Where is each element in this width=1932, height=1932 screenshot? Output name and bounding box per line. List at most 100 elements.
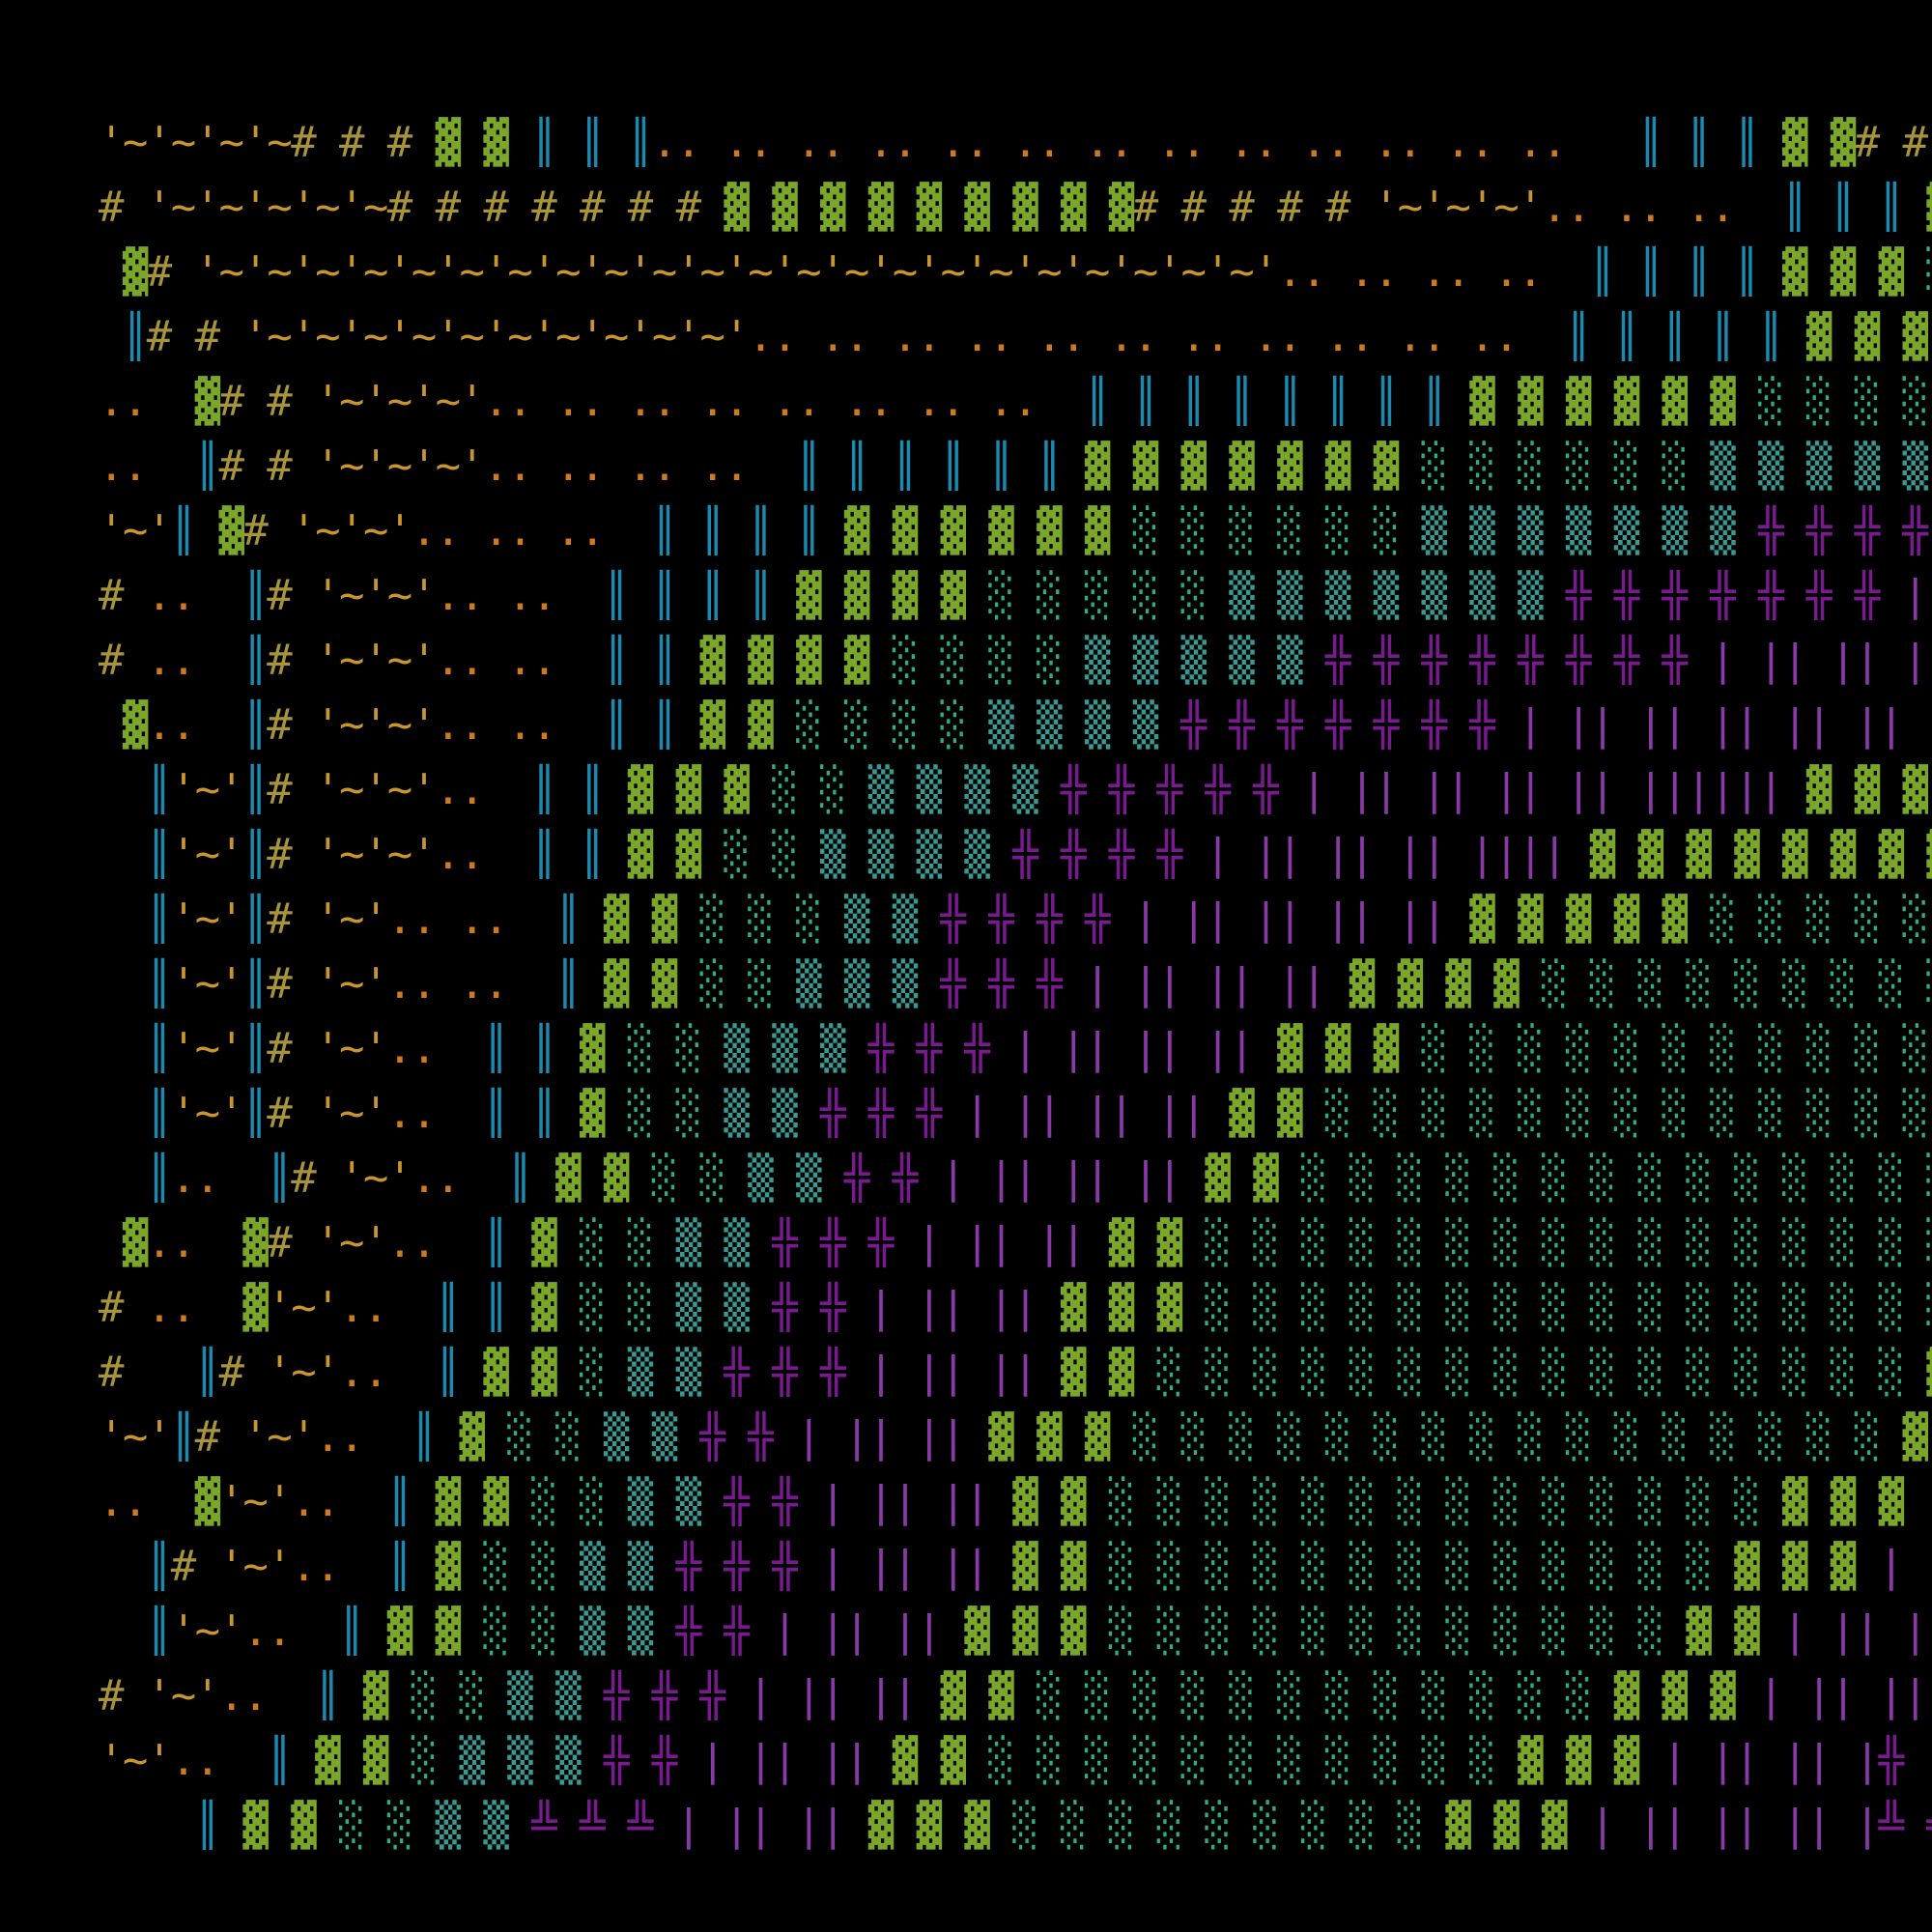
glyph: | <box>1085 1089 1111 1138</box>
glyph <box>99 1024 125 1073</box>
glyph <box>1590 1089 1616 1138</box>
glyph: ░ <box>1734 958 1760 1009</box>
glyph <box>1253 700 1279 750</box>
glyph: . <box>412 1153 438 1203</box>
glyph: ╩ <box>579 1799 606 1850</box>
glyph: . <box>1205 312 1231 361</box>
glyph: ╬ <box>1854 569 1881 621</box>
glyph <box>1133 1218 1159 1267</box>
glyph <box>436 1218 462 1267</box>
glyph <box>917 959 943 1009</box>
glyph <box>1855 1153 1881 1203</box>
glyph: ▓ <box>483 1476 509 1526</box>
glyph: ░ <box>772 764 798 814</box>
glyph: | <box>1277 895 1303 944</box>
glyph <box>1181 1283 1208 1332</box>
glyph: # <box>99 1671 125 1720</box>
glyph <box>531 377 557 426</box>
glyph: ░ <box>1855 1411 1881 1462</box>
glyph <box>1374 1801 1400 1850</box>
glyph <box>1205 441 1231 491</box>
glyph: ~ <box>507 247 533 297</box>
glyph: ▓ <box>1831 246 1857 297</box>
glyph: . <box>171 1736 197 1785</box>
glyph <box>1926 765 1932 814</box>
glyph <box>1590 183 1616 232</box>
glyph: ║ <box>123 310 148 361</box>
glyph <box>555 1218 582 1267</box>
glyph: ▓ <box>1518 376 1544 426</box>
glyph: | <box>1157 1024 1183 1073</box>
glyph <box>1614 1218 1640 1267</box>
glyph: ▓ <box>1734 1605 1760 1656</box>
glyph: ' <box>315 441 341 491</box>
glyph: ~ <box>387 700 413 750</box>
screen-row: ║ ▓ ▓ ░ ░ ▒ ▒ ╩ ╩ ╩ | || || ▓ ▓ ▓ ░ ░ ░ … <box>99 1799 1932 1850</box>
glyph: ▒ <box>724 1022 750 1073</box>
glyph: ║ <box>652 569 678 620</box>
glyph: ░ <box>893 635 919 685</box>
glyph <box>1710 1542 1736 1591</box>
glyph: . <box>339 1348 365 1397</box>
glyph: ~ <box>219 118 245 167</box>
glyph: ╬ <box>771 1216 798 1268</box>
glyph: . <box>412 506 438 555</box>
glyph: ~ <box>460 312 486 361</box>
glyph: # <box>1181 183 1208 232</box>
glyph <box>339 1736 365 1785</box>
glyph <box>1855 830 1881 879</box>
glyph <box>1903 1801 1929 1850</box>
glyph: | <box>1734 765 1760 814</box>
glyph: ' <box>315 895 341 944</box>
glyph: | <box>1734 1801 1760 1850</box>
glyph: ║ <box>652 698 678 750</box>
glyph <box>195 1283 221 1332</box>
glyph <box>1903 183 1929 232</box>
glyph: | <box>1662 765 1689 814</box>
glyph: ▓ <box>844 570 870 620</box>
glyph <box>844 1801 870 1850</box>
glyph: ' <box>315 959 341 1009</box>
glyph <box>1109 1153 1135 1203</box>
glyph <box>1374 1218 1400 1267</box>
glyph <box>1831 506 1857 555</box>
glyph <box>123 1348 148 1397</box>
glyph: | <box>1350 895 1376 944</box>
glyph: ╬ <box>1276 698 1303 751</box>
glyph: ░ <box>1542 1217 1568 1267</box>
glyph <box>820 441 846 491</box>
glyph: ░ <box>1253 1605 1279 1656</box>
glyph <box>1710 118 1736 167</box>
glyph: . <box>1469 118 1495 167</box>
glyph <box>507 1024 533 1073</box>
glyph: . <box>1614 183 1640 232</box>
glyph <box>1085 1477 1111 1526</box>
glyph <box>652 830 678 879</box>
glyph <box>123 1801 148 1850</box>
glyph: ~ <box>796 247 822 297</box>
glyph <box>483 636 509 685</box>
glyph: ' <box>868 247 895 297</box>
glyph <box>1831 571 1857 620</box>
glyph: ░ <box>1422 1411 1448 1462</box>
glyph: | <box>1205 959 1231 1009</box>
glyph: ░ <box>1638 1541 1664 1591</box>
glyph: ░ <box>988 1735 1014 1785</box>
glyph: ' <box>171 1606 197 1656</box>
glyph: ▓ <box>123 246 149 297</box>
glyph: ║ <box>147 1540 173 1591</box>
glyph: ▓ <box>483 117 509 167</box>
glyph <box>796 1542 822 1591</box>
screen-row: # ║# '~'.. ║ ▓ ▓ ░ ▒ ▒ ╬ ╬ ╬ | || || ▓ ▓… <box>99 1346 1932 1398</box>
glyph <box>796 1283 822 1332</box>
glyph <box>1012 506 1038 555</box>
glyph <box>1734 895 1760 944</box>
glyph: ║ <box>1325 375 1351 426</box>
glyph: ░ <box>1590 1476 1616 1526</box>
glyph: ▓ <box>1157 1282 1183 1332</box>
glyph <box>1662 1542 1689 1591</box>
glyph <box>1590 1412 1616 1462</box>
glyph <box>1109 1736 1135 1785</box>
glyph <box>628 959 654 1009</box>
glyph: ~ <box>339 636 365 685</box>
